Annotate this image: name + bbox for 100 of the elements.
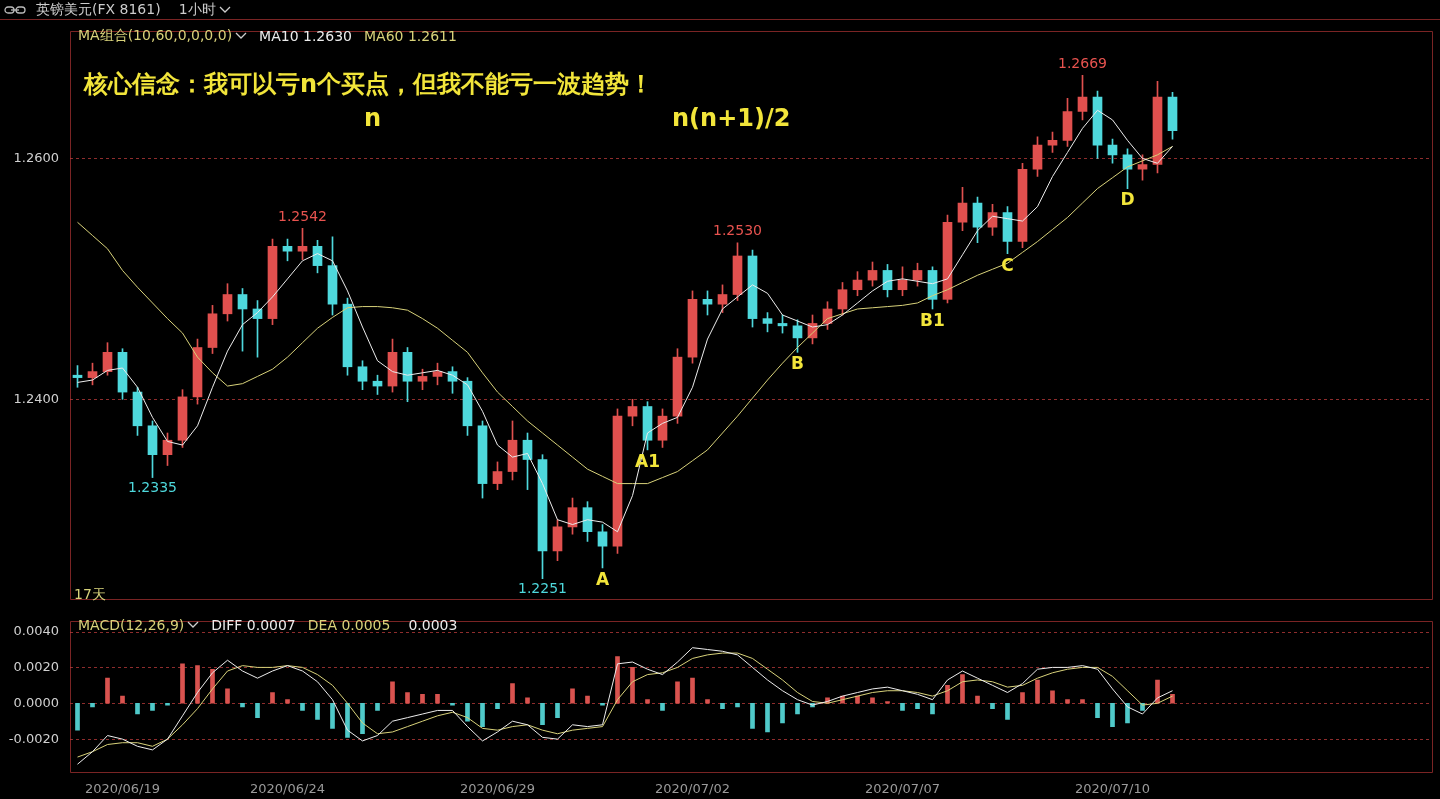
bar [75,702,80,731]
annotation: n(n+1)/2 [672,104,791,132]
bar [1095,702,1100,718]
bar [915,702,920,709]
bar [105,677,110,704]
bar [450,702,455,706]
y-tick-label: 1.2600 [13,149,59,165]
annotation: n [364,104,382,132]
annotation: D [1120,189,1135,210]
x-tick-label: 2020/06/24 [250,780,325,796]
bar [465,702,470,722]
bar [750,702,755,729]
bar [630,667,635,704]
bar [1035,679,1040,704]
bar [870,697,875,704]
bar [990,702,995,709]
bar [570,688,575,704]
bar [1170,693,1175,704]
annotation: 0.0003 [408,617,458,633]
x-tick-label: 2020/07/07 [865,780,940,796]
bar [510,683,515,704]
bar [195,665,200,704]
bar [270,692,275,704]
bar [150,702,155,711]
bar [600,702,605,706]
bar [645,699,650,704]
bar [930,702,935,715]
legend-title: MA组合(10,60,0,0,0,0) [78,27,234,45]
bar [705,699,710,704]
bar [675,681,680,704]
bar [540,702,545,726]
y-tick-label: 0.0000 [13,694,59,710]
bar [165,702,170,706]
y-tick-label: 1.2400 [13,390,59,406]
x-tick-label: 2020/06/19 [85,780,160,796]
bar [375,702,380,711]
bar [975,695,980,704]
bar [120,695,125,704]
legend-title: MACD(12,26,9) [78,617,186,633]
annotation: 1.2251 [518,580,567,597]
bar [300,702,305,711]
y-tick-label: 0.0020 [13,658,59,674]
text: MA60 1.2611 [364,28,457,44]
bar [345,702,350,738]
x-tick-label: 2020/07/02 [655,780,730,796]
bar [1050,690,1055,704]
bar [960,674,965,704]
annotation: 1.2669 [1058,55,1107,71]
bar [480,702,485,727]
annotation: 1.2335 [128,479,177,496]
bar [900,702,905,711]
bar [1005,702,1010,720]
bar [420,693,425,704]
text: MA10 1.2630 [259,28,353,44]
bar [495,702,500,709]
bar [1080,699,1085,704]
bar [435,693,440,704]
x-tick-label: 2020/07/10 [1075,780,1150,796]
bar [555,702,560,718]
bar [735,702,740,708]
annotation: A [595,568,610,589]
bar [180,663,185,704]
bar [330,702,335,729]
bar [1110,702,1115,727]
bar [240,702,245,708]
annotation: C [1001,254,1014,275]
bar [690,677,695,704]
bar [1065,699,1070,704]
bar [720,702,725,709]
bar [315,702,320,720]
bar [780,702,785,724]
bar [660,702,665,711]
bar [1020,692,1025,704]
x-tick-label: 2020/06/29 [460,780,535,796]
bar [795,702,800,715]
annotation: 1.2530 [713,222,762,239]
annotation: A1 [635,450,660,471]
text: DIFF 0.0007 [211,617,296,633]
bar [255,702,260,718]
bar [765,702,770,733]
bar [525,697,530,704]
y-tick-label: 0.0040 [13,622,59,638]
bar [585,695,590,704]
bar [405,692,410,704]
y-tick-label: -0.0020 [8,730,59,746]
bar [1125,702,1130,724]
bar [90,702,95,708]
bar [285,699,290,704]
bar [885,701,890,704]
annotation: 1.2542 [278,207,327,224]
annotation: 核心信念：我可以亏n个买点，但我不能亏一波趋势！ [84,69,654,100]
bar [390,681,395,704]
chart-subtitle: 1小时 [178,1,217,19]
bar [225,688,230,704]
chart-title: 英镑美元(FX 8161) [36,1,161,19]
text: DEA 0.0005 [307,617,391,633]
annotation: 17天 [74,586,106,604]
annotation: B [791,353,804,374]
bar [360,702,365,735]
annotation: B1 [920,309,945,330]
